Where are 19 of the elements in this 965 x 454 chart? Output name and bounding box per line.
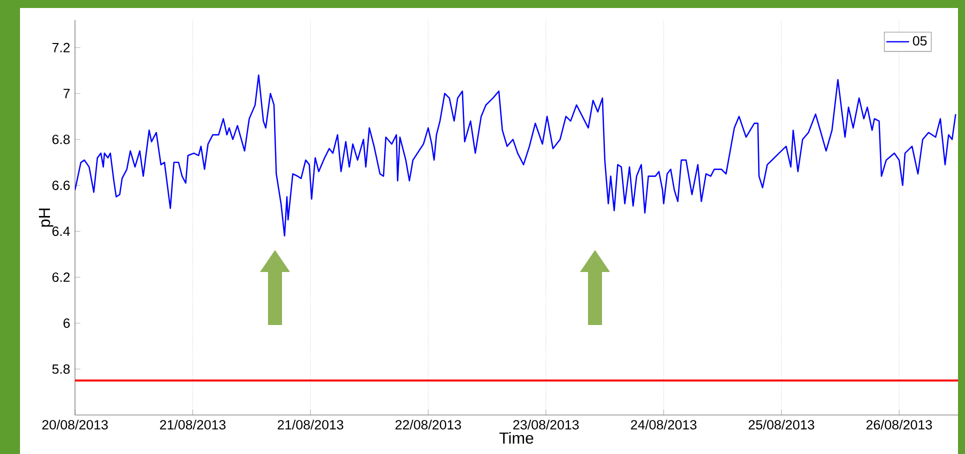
y-tick-label: 6: [64, 318, 70, 328]
x-tick-label: 26/08/2013: [866, 420, 932, 430]
x-axis-title: Time: [499, 432, 534, 444]
y-tick-label: 6.6: [52, 180, 70, 190]
x-tick-label: 21/08/2013: [160, 420, 226, 430]
x-tick-label: 21/08/2013: [278, 420, 344, 430]
x-tick-label: 22/08/2013: [396, 420, 461, 430]
y-tick-label: 7.2: [52, 42, 70, 52]
legend-label: 05: [912, 36, 927, 46]
x-tick-label: 24/08/2013: [630, 420, 696, 430]
x-tick-label: 23/08/2013: [513, 420, 579, 430]
x-tick-label: 20/08/2013: [42, 420, 108, 430]
y-tick-label: 6.4: [52, 226, 70, 236]
y-tick-label: 6.2: [52, 272, 70, 282]
y-tick-label: 6.8: [52, 134, 70, 144]
x-tick-label: 25/08/2013: [748, 420, 814, 430]
y-tick-label: 7: [64, 88, 70, 98]
y-tick-label: 5.8: [52, 364, 70, 374]
y-axis-title: pH: [38, 208, 54, 227]
